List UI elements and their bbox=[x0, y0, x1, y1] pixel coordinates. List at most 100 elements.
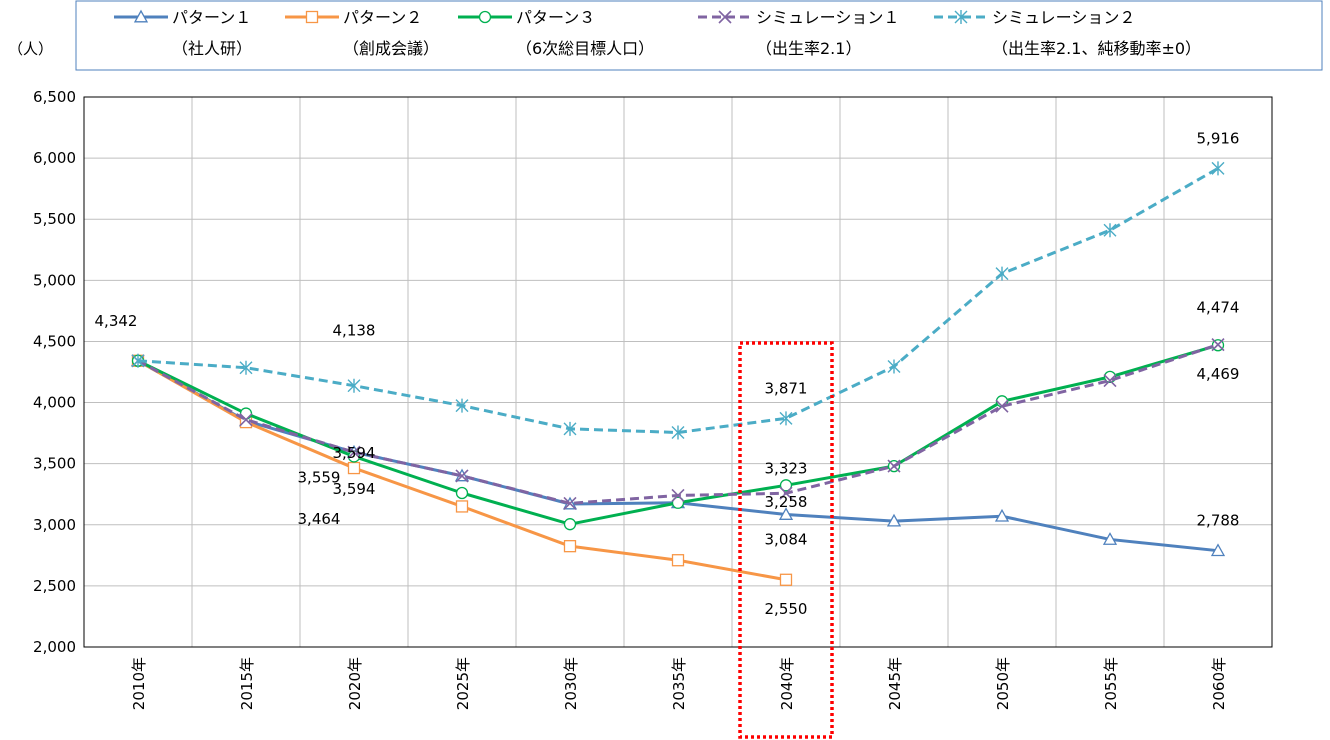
data-point bbox=[671, 496, 685, 509]
legend: パターン１ （社人研） パターン２ （創成会議） パターン３ （6次総目標人口） シミュレー… bbox=[75, 0, 1323, 71]
y-tick-label: 5,000 bbox=[33, 271, 76, 289]
data-point bbox=[478, 10, 492, 24]
data-point bbox=[1102, 532, 1118, 545]
y-tick-label: 2,500 bbox=[33, 577, 76, 595]
data-point bbox=[347, 461, 361, 475]
x-tick-label: 2020年 bbox=[346, 657, 364, 710]
y-tick-label: 4,000 bbox=[33, 394, 76, 412]
data-point bbox=[995, 266, 1009, 281]
data-point bbox=[954, 10, 968, 24]
y-tick-label: 4,500 bbox=[33, 332, 76, 350]
data-point bbox=[455, 398, 469, 413]
data-label: 2,788 bbox=[1197, 512, 1240, 530]
series-4 bbox=[131, 338, 1225, 510]
legend-label: シミュレーション２ bbox=[992, 8, 1135, 27]
highlight-layer bbox=[738, 341, 834, 739]
data-point bbox=[886, 513, 902, 527]
data-point bbox=[1103, 223, 1117, 238]
data-label: 3,594 bbox=[333, 480, 376, 498]
legend-label: パターン２ bbox=[343, 8, 422, 27]
data-label: 3,323 bbox=[765, 459, 808, 477]
y-tick-label: 3,500 bbox=[33, 455, 76, 473]
data-point bbox=[779, 411, 793, 426]
data-point bbox=[718, 10, 732, 24]
data-point bbox=[347, 378, 361, 393]
legend-entry-2: パターン２ （創成会議） bbox=[285, 8, 439, 58]
y-tick-label: 5,500 bbox=[33, 210, 76, 228]
data-point bbox=[1210, 543, 1226, 557]
data-label: 4,138 bbox=[333, 322, 376, 340]
legend-label: シミュレーション１ bbox=[756, 8, 899, 27]
data-label: 3,871 bbox=[765, 379, 808, 397]
x-tick-label: 2055年 bbox=[1102, 657, 1120, 710]
data-point bbox=[347, 445, 361, 459]
data-point bbox=[671, 554, 685, 567]
data-point bbox=[994, 508, 1010, 522]
data-point bbox=[995, 399, 1009, 413]
x-tick-label: 2050年 bbox=[994, 657, 1012, 710]
data-label: 3,594 bbox=[333, 444, 376, 462]
data-point bbox=[563, 518, 577, 531]
data-point bbox=[239, 413, 253, 427]
data-point bbox=[1103, 373, 1117, 388]
data-point bbox=[778, 507, 794, 520]
data-point bbox=[1211, 338, 1225, 352]
data-label: 2,550 bbox=[765, 600, 808, 618]
data-labels: 4,3424,1383,5943,5943,5593,4643,8713,323… bbox=[95, 129, 1240, 617]
data-point bbox=[887, 459, 901, 473]
data-point bbox=[133, 9, 149, 23]
legend-sublabel: （創成会議） bbox=[343, 39, 439, 58]
legend-label: パターン１ bbox=[172, 8, 251, 27]
legend-entry-3: パターン３ （6次総目標人口） bbox=[458, 8, 654, 58]
data-label: 3,559 bbox=[298, 468, 341, 486]
legend-sublabel: （出生率2.1） bbox=[756, 39, 861, 58]
data-point bbox=[563, 421, 577, 436]
data-label: 3,084 bbox=[765, 531, 808, 549]
x-tick-label: 2045年 bbox=[886, 657, 904, 710]
data-point bbox=[239, 360, 253, 375]
y-tick-label: 2,000 bbox=[33, 638, 76, 656]
data-point bbox=[305, 10, 319, 24]
legend-entry-5: シミュレーション２ （出生率2.1、純移動率±0） bbox=[934, 8, 1201, 58]
y-tick-label: 3,000 bbox=[33, 516, 76, 534]
legend-sublabel: （出生率2.1、純移動率±0） bbox=[992, 39, 1201, 58]
legend-entry-1: パターン１ （社人研） bbox=[114, 8, 252, 58]
axes: 2,000 2,500 3,000 3,500 4,000 4,500 5,000 5,500… bbox=[8, 40, 1273, 710]
series-layer bbox=[130, 161, 1226, 586]
x-tick-label: 2010年 bbox=[130, 657, 148, 710]
series-5 bbox=[131, 161, 1225, 440]
data-label: 4,469 bbox=[1197, 365, 1240, 383]
legend-sublabel: （社人研） bbox=[172, 39, 252, 58]
data-point bbox=[563, 540, 577, 553]
data-point bbox=[671, 425, 685, 440]
y-tick-label: 6,500 bbox=[33, 88, 76, 106]
legend-box bbox=[75, 0, 1323, 71]
data-label: 4,342 bbox=[95, 312, 138, 330]
legend-label: パターン３ bbox=[516, 8, 595, 27]
data-label: 3,464 bbox=[298, 510, 341, 528]
data-point bbox=[455, 469, 469, 483]
data-point bbox=[1211, 161, 1225, 176]
gridlines bbox=[84, 96, 1272, 648]
data-label: 4,474 bbox=[1197, 299, 1240, 317]
x-tick-label: 2030年 bbox=[562, 657, 580, 710]
data-point bbox=[563, 496, 577, 510]
x-tick-label: 2060年 bbox=[1210, 657, 1228, 710]
legend-sublabel: （6次総目標人口） bbox=[516, 39, 654, 58]
x-tick-label: 2040年 bbox=[778, 657, 796, 710]
x-tick-label: 2015年 bbox=[238, 657, 256, 710]
data-point bbox=[455, 486, 469, 500]
y-tick-label: 6,000 bbox=[33, 149, 76, 167]
highlight-box bbox=[738, 341, 834, 739]
data-point bbox=[671, 488, 685, 503]
y-axis-label: （人） bbox=[8, 40, 53, 58]
x-tick-label: 2035年 bbox=[670, 657, 688, 710]
data-point bbox=[779, 573, 793, 586]
data-point bbox=[779, 486, 793, 500]
legend-entry-4: シミュレーション１ （出生率2.1） bbox=[698, 8, 899, 58]
data-point bbox=[455, 500, 469, 513]
data-point bbox=[131, 353, 145, 368]
x-tick-label: 2025年 bbox=[454, 657, 472, 710]
